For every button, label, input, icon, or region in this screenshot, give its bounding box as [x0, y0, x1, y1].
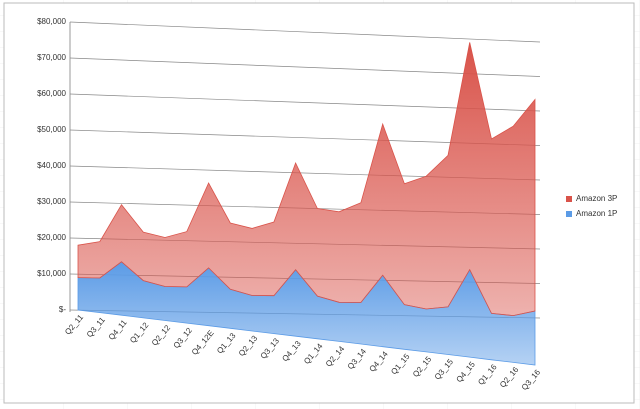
- y-tick-label: $60,000: [37, 89, 66, 98]
- legend-swatch: [566, 196, 572, 202]
- grid-line: [69, 57, 541, 77]
- y-tick-label: $70,000: [37, 53, 66, 62]
- area: [77, 42, 536, 317]
- y-tick-label: $30,000: [37, 197, 66, 206]
- y-tick-label: $10,000: [37, 269, 66, 278]
- legend-label: Amazon 3P: [576, 194, 617, 203]
- legend-swatch: [566, 211, 572, 217]
- y-tick-label: $-: [59, 305, 66, 314]
- grid-line: [69, 21, 541, 43]
- y-tick-label: $40,000: [37, 161, 66, 170]
- y-tick-label: $20,000: [37, 233, 66, 242]
- y-tick-label: $80,000: [37, 17, 66, 26]
- legend-label: Amazon 1P: [576, 209, 617, 218]
- y-tick-label: $50,000: [37, 125, 66, 134]
